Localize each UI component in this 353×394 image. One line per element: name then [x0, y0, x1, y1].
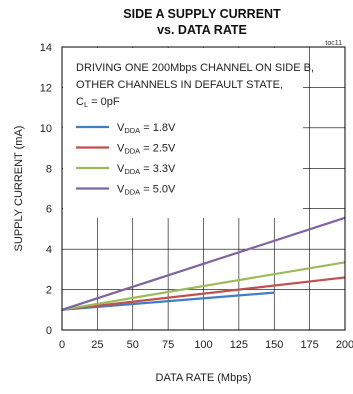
series-line-4 — [61, 216, 346, 311]
series-line-2 — [61, 276, 346, 311]
y-axis-label: SUPPLY CURRENT (mA) — [13, 126, 25, 252]
y-tick-label: 8 — [46, 163, 52, 175]
legend-label-3: VDDA = 3.3V — [117, 163, 176, 176]
legend-label-2: VDDA = 2.5V — [117, 143, 176, 156]
axis-layer: 0 25 50 75 100 125 150 175 200 0 2 4 6 8 10 12 14 DATA RA… — [13, 40, 353, 384]
legend-label-4: VDDA = 5.0V — [117, 184, 176, 197]
x-tick-label: 175 — [300, 339, 318, 351]
annotation-line-2: OTHER CHANNELS IN DEFAULT STATE, — [76, 79, 283, 91]
y-tick-label: 0 — [46, 325, 52, 337]
annotation-layer: DRIVING ONE 200Mbps CHANNEL ON SIDE B, OT… — [63, 48, 314, 218]
annotation-line-1: DRIVING ONE 200Mbps CHANNEL ON SIDE B, — [76, 62, 314, 74]
series-line-1 — [61, 291, 275, 311]
y-tick-label: 2 — [46, 285, 52, 297]
legend-label-1: VDDA = 1.8V — [117, 122, 176, 135]
y-tick-label: 6 — [46, 204, 52, 216]
annotation-background — [63, 48, 303, 218]
chart-tag: toc11 — [325, 40, 342, 47]
x-axis-label: DATA RATE (Mbps) — [156, 372, 252, 384]
x-tick-label: 0 — [59, 339, 65, 351]
chart-title-line2: vs. DATA RATE — [157, 23, 247, 37]
plot-frame — [61, 46, 346, 331]
x-tick-label: 200 — [336, 339, 353, 351]
x-tick-label: 75 — [162, 339, 174, 351]
y-tick-label: 4 — [46, 244, 52, 256]
x-tick-label: 125 — [230, 339, 248, 351]
x-tick-label: 150 — [265, 339, 283, 351]
x-tick-label: 100 — [194, 339, 212, 351]
chart-title-line1: SIDE A SUPPLY CURRENT — [123, 7, 281, 21]
y-tick-label: 12 — [40, 82, 52, 94]
x-tick-label: 50 — [127, 339, 139, 351]
series-line-3 — [61, 261, 346, 311]
series-layer — [61, 216, 346, 311]
y-tick-label: 14 — [40, 42, 52, 54]
legend-layer: VDDA = 1.8V VDDA = 2.5V VDDA = 3.3V VDDA = … — [76, 122, 176, 197]
y-tick-label: 10 — [40, 123, 52, 135]
x-tick-label: 25 — [91, 339, 103, 351]
annotation-line-3: CL = 0pF — [76, 96, 120, 109]
